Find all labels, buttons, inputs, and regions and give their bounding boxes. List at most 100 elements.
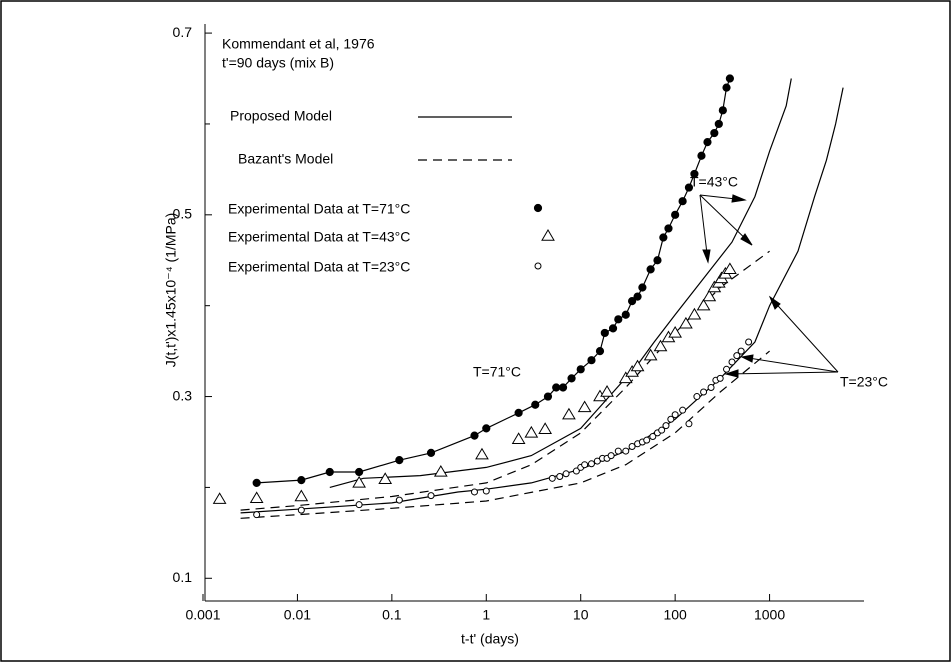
marker: [630, 359, 645, 372]
marker: [548, 474, 556, 482]
marker: [679, 406, 687, 414]
marker: [725, 74, 734, 83]
marker: [671, 210, 680, 219]
marker: [714, 119, 723, 129]
marker: [524, 425, 539, 438]
marker: [671, 411, 679, 419]
marker: [684, 183, 694, 192]
marker: [653, 256, 662, 265]
arrow: [725, 371, 839, 375]
marker: [633, 292, 642, 301]
marker: [426, 448, 436, 457]
marker: [297, 476, 306, 485]
marker: [587, 460, 595, 468]
marker: [581, 461, 589, 469]
legend-marker: [541, 229, 555, 241]
marker: [427, 492, 435, 500]
marker: [737, 347, 745, 355]
annotation: t'=90 days (mix B): [222, 55, 334, 71]
marker: [212, 492, 227, 504]
annotation: T=43°C: [690, 174, 738, 190]
marker: [646, 265, 655, 274]
legend-marker: [534, 262, 542, 270]
marker: [608, 324, 618, 333]
marker: [662, 422, 670, 430]
marker: [703, 138, 712, 147]
arrow-head: [731, 194, 747, 203]
marker: [355, 501, 363, 509]
marker: [658, 426, 666, 434]
marker: [395, 456, 404, 465]
marker: [531, 400, 540, 409]
legend-label: Experimental Data at T=43°C: [228, 229, 410, 245]
marker: [395, 496, 403, 504]
marker: [638, 283, 647, 292]
marker: [687, 307, 702, 320]
series-line: [256, 78, 731, 484]
arrow-head: [740, 354, 754, 363]
x-tick-label: 0.001: [185, 607, 220, 623]
marker: [552, 383, 561, 392]
y-tick-label: 0.7: [173, 24, 193, 40]
marker: [558, 383, 568, 392]
y-tick-label: 0.1: [173, 569, 193, 585]
marker: [253, 511, 261, 519]
marker: [690, 169, 699, 179]
marker: [470, 431, 479, 440]
marker: [723, 262, 737, 275]
marker: [556, 473, 564, 481]
marker: [562, 407, 576, 420]
marker: [595, 347, 605, 356]
marker: [567, 374, 576, 383]
marker: [538, 422, 553, 434]
x-tick-label: 10: [573, 607, 589, 623]
marker: [576, 365, 585, 374]
annotation: Kommendant et al, 1976: [222, 36, 375, 52]
annotation: T=71°C: [473, 364, 521, 380]
marker: [679, 316, 693, 329]
marker: [667, 415, 675, 423]
annotation: T=23°C: [840, 374, 888, 390]
x-tick-label: 1000: [754, 607, 785, 623]
marker: [614, 447, 622, 455]
legend-label: Bazant's Model: [238, 151, 333, 167]
marker: [664, 224, 673, 233]
x-tick-label: 0.01: [284, 607, 311, 623]
marker: [733, 352, 741, 360]
marker: [562, 470, 570, 478]
marker: [621, 310, 630, 319]
marker: [252, 478, 261, 487]
marker: [710, 128, 719, 138]
marker: [643, 348, 658, 361]
marker: [355, 467, 364, 477]
marker: [600, 328, 609, 338]
marker: [622, 447, 630, 455]
model-curve: [329, 78, 792, 488]
model-curve: [240, 250, 770, 511]
arrow-head: [724, 369, 739, 378]
arrows: [699, 194, 839, 378]
marker: [685, 420, 693, 428]
legend-marker: [533, 203, 543, 213]
marker: [352, 475, 366, 488]
marker: [700, 388, 708, 396]
marker: [614, 315, 623, 324]
legend-label: Experimental Data at T=23°C: [228, 259, 410, 275]
marker: [475, 447, 489, 460]
legend-label: Experimental Data at T=71°C: [228, 201, 410, 217]
x-tick-label: 100: [663, 607, 687, 623]
marker: [723, 365, 731, 373]
marker: [643, 436, 651, 444]
marker: [297, 506, 305, 514]
x-tick-label: 0.1: [382, 607, 402, 623]
marker: [378, 472, 393, 484]
marker: [716, 374, 724, 382]
y-tick-label: 0.5: [173, 206, 193, 222]
marker: [653, 339, 668, 352]
arrow-head: [702, 249, 711, 264]
marker: [722, 83, 731, 92]
marker: [600, 385, 614, 397]
marker: [678, 197, 687, 206]
